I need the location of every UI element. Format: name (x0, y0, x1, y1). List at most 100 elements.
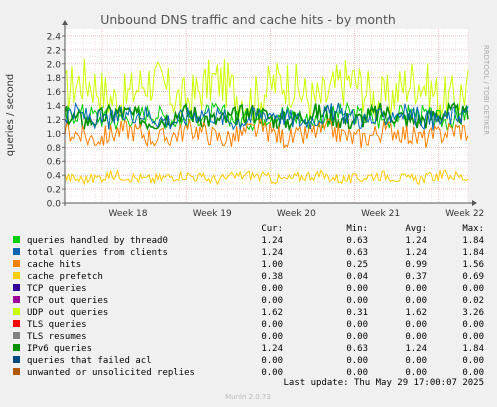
legend-value-min: 0.00 (346, 296, 368, 306)
series-line (64, 118, 469, 150)
series-line (64, 168, 469, 186)
legend-value-max: 1.84 (462, 344, 484, 354)
legend-swatch (13, 308, 20, 315)
legend-header-avg: Avg: (405, 224, 427, 234)
legend-header-max: Max: (462, 224, 484, 234)
legend-value-cur: 1.62 (261, 308, 283, 318)
legend-swatch (13, 284, 20, 291)
legend-swatch (13, 248, 20, 255)
legend-label: unwanted or unsolicited replies (27, 368, 195, 378)
legend-label: queries handled by thread0 (27, 236, 168, 246)
legend-value-min: 0.31 (346, 308, 368, 318)
series-line (64, 101, 469, 132)
axes: 0.0 0.2 0.4 0.6 0.8 1.0 1.2 1.4 1.6 1.8 2.0 2.2 2.4 W… (47, 20, 484, 219)
x-axis-arrow (472, 200, 477, 206)
legend-value-max: 0.00 (462, 332, 484, 342)
legend-value-min: 0.00 (346, 332, 368, 342)
x-tick-label: Week 18 (109, 209, 148, 219)
legend-value-avg: 0.37 (405, 272, 427, 282)
legend-value-max: 0.00 (462, 320, 484, 330)
series-line (64, 101, 469, 132)
footer: Munin 2.0.73 (225, 393, 271, 401)
legend-value-avg: 0.00 (405, 332, 427, 342)
legend-value-cur: 0.00 (261, 296, 283, 306)
last-update: Last update: Thu May 29 17:00:07 2025 (284, 378, 484, 388)
legend-value-avg: 0.00 (405, 368, 427, 378)
legend-swatch (13, 332, 20, 339)
legend-label: TLS resumes (27, 332, 87, 342)
legend-swatch (13, 344, 20, 351)
legend-label: queries that failed acl (27, 356, 152, 366)
legend-label: total queries from clients (27, 248, 168, 258)
legend-label: TLS queries (27, 320, 87, 330)
legend-value-max: 0.00 (462, 284, 484, 294)
legend-label: TCP queries (27, 284, 87, 294)
legend-value-max: 1.56 (462, 260, 484, 270)
legend-value-avg: 0.00 (405, 356, 427, 366)
legend-value-avg: 0.00 (405, 320, 427, 330)
legend-swatch (13, 296, 20, 303)
chart-title: Unbound DNS traffic and cache hits - by … (100, 12, 396, 27)
legend-value-min: 0.25 (346, 260, 368, 270)
legend-value-cur: 1.24 (261, 344, 283, 354)
y-tick-label: 2.4 (47, 32, 62, 42)
legend-value-max: 0.00 (462, 356, 484, 366)
watermark: RRDTOOL / TOBI OETIKER (482, 45, 490, 135)
legend-value-cur: 0.00 (261, 320, 283, 330)
series-lines (64, 58, 469, 186)
legend-label: TCP out queries (27, 296, 108, 306)
legend-label: IPv6 queries (27, 344, 92, 354)
legend-swatch (13, 368, 20, 375)
y-tick-label: 0.6 (47, 158, 62, 168)
legend-swatch (13, 320, 20, 327)
y-tick-label: 1.4 (47, 102, 62, 112)
legend-value-max: 3.26 (462, 308, 484, 318)
legend-value-avg: 0.00 (405, 284, 427, 294)
legend-value-max: 0.69 (462, 272, 484, 282)
legend-value-max: 0.02 (462, 296, 484, 306)
y-tick-label: 1.6 (47, 88, 62, 98)
legend-label: cache hits (27, 260, 81, 270)
x-tick-label: Week 22 (445, 209, 484, 219)
legend-value-max: 1.84 (462, 248, 484, 258)
legend-value-avg: 0.99 (405, 260, 427, 270)
legend-swatch (13, 272, 20, 279)
legend-value-cur: 0.38 (261, 272, 283, 282)
legend-value-cur: 0.00 (261, 356, 283, 366)
legend-label: cache prefetch (27, 272, 103, 282)
y-tick-label: 2.0 (47, 60, 62, 70)
legend-value-avg: 1.24 (405, 344, 427, 354)
legend-value-max: 1.84 (462, 236, 484, 246)
x-tick-label: Week 20 (277, 209, 316, 219)
y-axis-arrow (62, 20, 68, 25)
legend-value-cur: 1.00 (261, 260, 283, 270)
y-tick-label: 2.2 (47, 46, 61, 56)
legend-swatch (13, 260, 20, 267)
legend-value-max: 0.00 (462, 368, 484, 378)
x-tick-label: Week 19 (193, 209, 232, 219)
legend-value-cur: 1.24 (261, 236, 283, 246)
legend-value-avg: 1.24 (405, 236, 427, 246)
legend-value-min: 0.00 (346, 284, 368, 294)
legend-label: UDP out queries (27, 308, 108, 318)
legend-value-min: 0.63 (346, 236, 368, 246)
y-tick-label: 0.4 (47, 172, 62, 182)
legend-value-avg: 1.24 (405, 248, 427, 258)
legend-value-min: 0.00 (346, 356, 368, 366)
legend: Cur: Min: Avg: Max: queries handled by threa… (13, 224, 484, 378)
legend-value-cur: 0.00 (261, 332, 283, 342)
legend-value-min: 0.63 (346, 248, 368, 258)
x-tick-label: Week 21 (361, 209, 400, 219)
y-tick-label: 0.0 (47, 200, 62, 210)
y-tick-label: 1.0 (47, 130, 62, 140)
y-tick-label: 0.8 (47, 144, 62, 154)
legend-value-min: 0.00 (346, 368, 368, 378)
legend-value-cur: 1.24 (261, 248, 283, 258)
legend-swatch (13, 236, 20, 243)
series-line (64, 101, 469, 131)
y-tick-label: 0.2 (47, 186, 61, 196)
y-axis-label: queries / second (5, 74, 16, 156)
legend-value-min: 0.00 (346, 320, 368, 330)
legend-header-min: Min: (346, 224, 368, 234)
